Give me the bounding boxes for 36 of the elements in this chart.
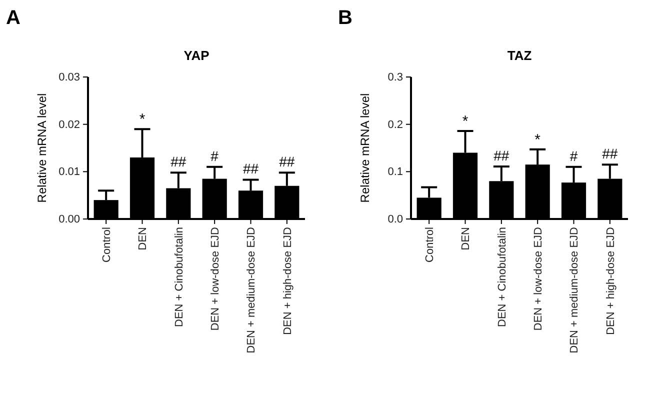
x-tick-label: DEN + low-dose EJD: [532, 226, 544, 331]
x-tick-label: Control: [424, 227, 436, 262]
annotation: ##: [494, 147, 510, 164]
x-tick-label: DEN + Cinobufotalin: [496, 227, 508, 327]
text: B: [338, 7, 352, 29]
annotation: *: [534, 131, 541, 148]
y-tick-label: 0.03: [58, 72, 80, 84]
x-tick-label: DEN + Cinobufotalin: [173, 227, 186, 327]
x-tick-label: DEN + medium-dose EJD: [568, 226, 581, 354]
y-tick-label: 0.02: [58, 118, 80, 131]
annotation: ##: [602, 146, 618, 162]
y-axis-title: Relative mRNA level: [358, 93, 372, 203]
y-axis-title: Relative mRNA level: [35, 93, 49, 203]
y-tick-label: 0.0: [388, 214, 403, 226]
x-tick-label: DEN: [137, 226, 150, 250]
text: A: [6, 7, 20, 29]
annotation: #: [210, 148, 219, 164]
annotation: *: [462, 112, 468, 130]
x-tick-label: DEN + high-dose EJD: [282, 226, 294, 335]
chart-title: TAZ: [507, 48, 532, 63]
x-tick-label: DEN: [460, 226, 472, 250]
x-tick-label: DEN + low-dose EJD: [209, 226, 222, 331]
y-tick-label: 0.3: [388, 72, 403, 84]
chart-title: YAP: [184, 48, 210, 63]
y-tick-label: 0.1: [388, 166, 403, 178]
annotation: *: [139, 111, 146, 128]
y-tick-label: 0.2: [388, 118, 403, 131]
y-tick-label: 0.01: [58, 166, 80, 178]
annotation: ##: [279, 154, 295, 170]
y-tick-label: 0.00: [58, 214, 80, 226]
annotation: #: [570, 148, 578, 164]
x-tick-label: DEN + medium-dose EJD: [246, 226, 258, 354]
x-tick-label: Control: [100, 227, 113, 262]
annotation: ##: [170, 154, 186, 170]
annotation: ##: [242, 160, 259, 177]
x-tick-label: DEN + high-dose EJD: [604, 226, 617, 335]
